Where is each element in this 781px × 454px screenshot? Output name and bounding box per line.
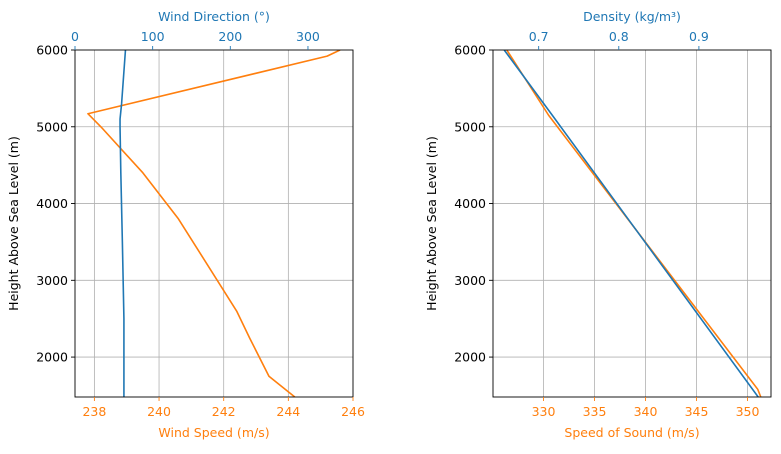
wind-xtick-bottom-label: 244 [276, 404, 300, 419]
atmos-xtick-bottom-label: 350 [736, 404, 760, 419]
atmos-xtick-bottom-label: 330 [532, 404, 556, 419]
atmos-y-axis-title: Height Above Sea Level (m) [424, 136, 439, 311]
wind-ytick-label: 4000 [36, 196, 68, 211]
wind-series-line-bottom-axis [87, 50, 341, 397]
atmos-ytick-label: 6000 [454, 43, 486, 58]
atmosphere-profile-panel: 2000 3000 4000 5000 6000 330 335 340 345 350 0.7 0.… [424, 9, 772, 440]
atmos-ytick-label: 5000 [454, 119, 486, 134]
wind-profile-panel: 2000 3000 4000 5000 6000 238 240 242 244 246 0 100 2… [6, 9, 365, 440]
wind-xtick-bottom-label: 240 [147, 404, 171, 419]
atmos-xtick-top-label: 0.8 [609, 29, 629, 44]
wind-y-axis-title: Height Above Sea Level (m) [6, 136, 21, 311]
atmos-xtick-bottom-label: 340 [634, 404, 658, 419]
wind-xtick-top-label: 200 [218, 29, 242, 44]
atmos-series-line-top-axis [503, 50, 759, 397]
wind-series-group [87, 50, 341, 397]
wind-xtick-top-label: 300 [296, 29, 320, 44]
wind-axes-frame [74, 49, 354, 398]
wind-ytick-label: 2000 [36, 350, 68, 365]
wind-ytick-label: 5000 [36, 119, 68, 134]
wind-ytick-label: 3000 [36, 273, 68, 288]
atmos-xtick-top-label: 0.7 [529, 29, 549, 44]
atmos-bottom-axis-title: Speed of Sound (m/s) [564, 425, 699, 440]
wind-xtick-top-label: 100 [141, 29, 165, 44]
wind-series-line-top-axis [119, 50, 127, 397]
wind-top-axis-title: Wind Direction (°) [158, 9, 270, 24]
wind-bottom-axis-title: Wind Speed (m/s) [158, 425, 269, 440]
atmos-ytick-label: 2000 [454, 350, 486, 365]
wind-xtick-bottom-label: 242 [212, 404, 236, 419]
atmos-xtick-bottom-label: 335 [583, 404, 607, 419]
wind-ytick-label: 6000 [36, 43, 68, 58]
atmos-ytick-label: 3000 [454, 273, 486, 288]
atmos-xtick-bottom-label: 345 [685, 404, 709, 419]
atmos-xtick-top-label: 0.9 [689, 29, 709, 44]
atmos-series-group [503, 50, 762, 397]
wind-xtick-bottom-label: 246 [341, 404, 365, 419]
wind-xtick-bottom-label: 238 [82, 404, 106, 419]
wind-xtick-top-label: 0 [71, 29, 79, 44]
atmos-axes-frame [492, 49, 772, 398]
atmos-top-axis-title: Density (kg/m³) [583, 9, 681, 24]
atmos-ytick-label: 4000 [454, 196, 486, 211]
